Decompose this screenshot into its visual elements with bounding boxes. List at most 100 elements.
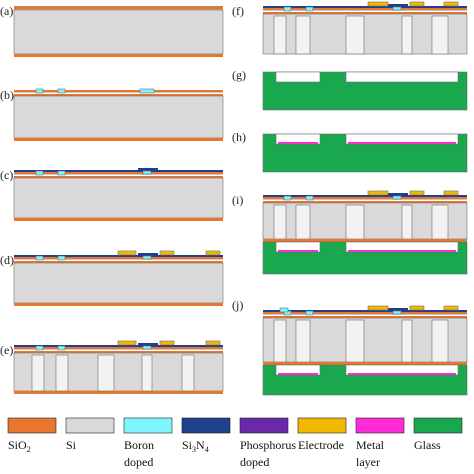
legend-label-line2: layer [356, 455, 380, 469]
boron-doped-region [283, 6, 292, 12]
legend-label-line2: doped [124, 455, 153, 469]
si-line [14, 259, 223, 260]
electrode [367, 305, 389, 311]
legend-label: Phosphorus [240, 438, 296, 452]
legend-label-main: Si [182, 438, 193, 452]
panel-j: (j) [232, 298, 468, 396]
legend-item-metal: Metal layer [355, 417, 405, 469]
panel-a: (a) [0, 4, 224, 57]
etched-cavity [431, 15, 449, 55]
boron-doped-region [305, 195, 314, 201]
boron-doped-region [57, 170, 66, 176]
legend: SiO2 Si Boron doped Si3N4 Phosphorus doped Elec… [7, 417, 463, 469]
boron-doped-region [57, 255, 66, 261]
sio2-top-layer [263, 197, 467, 199]
electrode [205, 250, 221, 256]
boron-doped-region [142, 255, 152, 260]
legend-label-main: Electrode [298, 438, 344, 452]
si-top-line [14, 9, 223, 10]
boron-doped-region [35, 170, 44, 176]
legend-label: SiO2 [8, 438, 31, 454]
legend-label-main: Si [66, 438, 77, 452]
etched-cavity [295, 204, 311, 240]
si-line [263, 199, 467, 200]
panels-layer: (a) (b) (c) (d) (e) (f) (g) (h) (i) (j) [0, 1, 468, 396]
panel-label: (b) [0, 88, 14, 102]
legend-item-si3n4: Si3N4 [181, 417, 231, 454]
legend-label-main: SiO [8, 438, 27, 452]
electrode [409, 190, 425, 196]
legend-swatch-si3n4 [181, 417, 231, 434]
panel-c: (c) [0, 168, 224, 221]
metal-layer [278, 250, 318, 252]
panel-d: (d) [0, 250, 224, 306]
glass-recess [275, 71, 321, 83]
electrode [117, 250, 137, 256]
etched-cavity [345, 319, 365, 363]
etched-cavity [401, 15, 413, 55]
electrode [205, 340, 221, 346]
si3n4-pad [138, 253, 158, 257]
sio2-bottom-layer [14, 391, 223, 394]
boron-doped-region [142, 345, 152, 350]
legend-label-subscript-2: 4 [205, 445, 209, 454]
panel-f: (f) [232, 1, 468, 55]
sio2-bottom-layer [263, 239, 467, 242]
legend-item-phosphorus: Phosphorus doped [239, 417, 296, 469]
glass-recess [345, 71, 459, 83]
electrode [117, 340, 137, 346]
panel-label: (e) [0, 343, 13, 357]
panel-b: (b) [0, 88, 224, 141]
legend-label-main-cont: N [196, 438, 205, 452]
sio2-bottom-layer [14, 303, 223, 306]
sio2-second-layer [14, 176, 223, 178]
si-line [14, 349, 223, 350]
electrode [409, 305, 425, 311]
boron-doped-region [57, 345, 66, 351]
si-wafer-body [13, 177, 224, 219]
boron-doped-region [283, 195, 292, 201]
sio2-second-layer [263, 316, 467, 318]
electrode [443, 1, 459, 7]
metal-layer [348, 142, 456, 144]
panel-label: (a) [0, 4, 13, 18]
sio2-second-layer [263, 12, 467, 14]
panel-g: (g) [232, 68, 468, 111]
legend-item-electrode: Electrode [297, 417, 347, 452]
electrode [443, 305, 459, 311]
si3n4-top-layer [14, 345, 223, 347]
boron-doped-region [305, 310, 314, 316]
panel-i: (i) [232, 190, 468, 275]
electrode [367, 190, 389, 196]
si-line [263, 314, 467, 315]
panel-label: (j) [232, 298, 243, 312]
si-line [263, 10, 467, 11]
si3n4-pad [388, 4, 408, 8]
legend-swatch-glass [413, 417, 463, 434]
sio2-top-layer [14, 172, 223, 174]
sio2-top-layer [14, 347, 223, 349]
etched-cavity [97, 354, 115, 392]
sio2-second-layer [263, 201, 467, 203]
si3n4-top-layer [14, 255, 223, 257]
legend-swatch-phosphorus [239, 417, 289, 434]
etched-cavity [141, 354, 153, 392]
sio2-second-layer [14, 351, 223, 353]
boron-doped-region [279, 307, 289, 313]
si-wafer-body [13, 9, 224, 55]
legend-item-si: Si [65, 417, 115, 452]
etched-cavity [431, 319, 449, 363]
sio2-second-layer [14, 261, 223, 263]
panel-label: (d) [0, 253, 14, 267]
sio2-top-layer [263, 312, 467, 314]
legend-label-main: Boron [124, 438, 154, 452]
sio2-bottom-layer [14, 218, 223, 221]
legend-label: Si3N4 [182, 438, 209, 454]
si-wafer-body [13, 95, 224, 139]
etched-cavity [401, 319, 413, 363]
legend-label-line2: doped [240, 455, 269, 469]
sio2-bottom-layer [14, 138, 223, 141]
legend-item-boron: Boron doped [123, 417, 173, 469]
sio2-bottom-layer [263, 362, 467, 365]
